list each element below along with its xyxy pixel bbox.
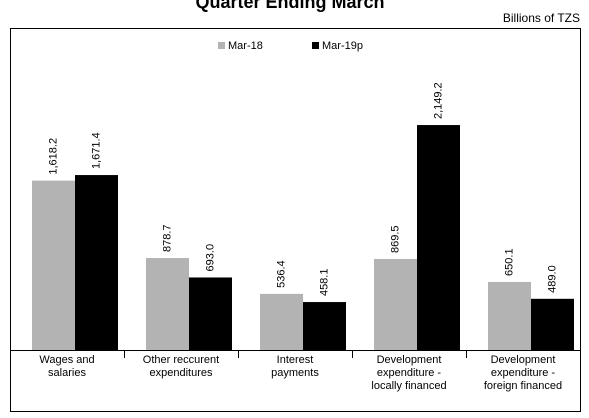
value-label: 1,671.4 <box>90 132 102 169</box>
legend-label: Mar-18 <box>228 40 263 52</box>
bar <box>417 125 460 350</box>
chart-title: Quarter Ending March <box>195 0 384 12</box>
bar <box>75 175 118 350</box>
chart-frame <box>10 28 581 412</box>
bar <box>32 180 75 350</box>
bar <box>303 302 346 350</box>
value-label: 536.4 <box>275 260 287 288</box>
value-label: 869.5 <box>389 225 401 253</box>
value-label: 458.1 <box>318 269 330 297</box>
x-tick-label: Other reccurent expenditures <box>142 354 220 379</box>
bar <box>374 258 417 350</box>
bar <box>146 258 189 350</box>
x-tick-label: Wages and salaries <box>39 354 95 379</box>
x-tick-label: Development expenditure - foreign financ… <box>483 354 563 392</box>
x-tick-label: Interest payments <box>271 354 319 379</box>
bar <box>488 281 531 350</box>
value-label: 489.0 <box>546 265 558 293</box>
value-label: 1,618.2 <box>47 138 59 175</box>
x-tick-label: Development expenditure - locally financ… <box>371 354 447 392</box>
value-label: 693.0 <box>204 244 216 272</box>
legend-label: Mar-19p <box>322 40 363 52</box>
bar <box>260 293 303 350</box>
value-label: 878.7 <box>161 224 173 252</box>
legend-swatch <box>312 42 319 49</box>
value-label: 650.1 <box>503 248 515 276</box>
bar <box>189 277 232 350</box>
unit-label: Billions of TZS <box>503 11 580 25</box>
value-label: 2,149.2 <box>432 82 444 119</box>
bar <box>531 298 574 350</box>
legend-swatch <box>218 42 225 49</box>
